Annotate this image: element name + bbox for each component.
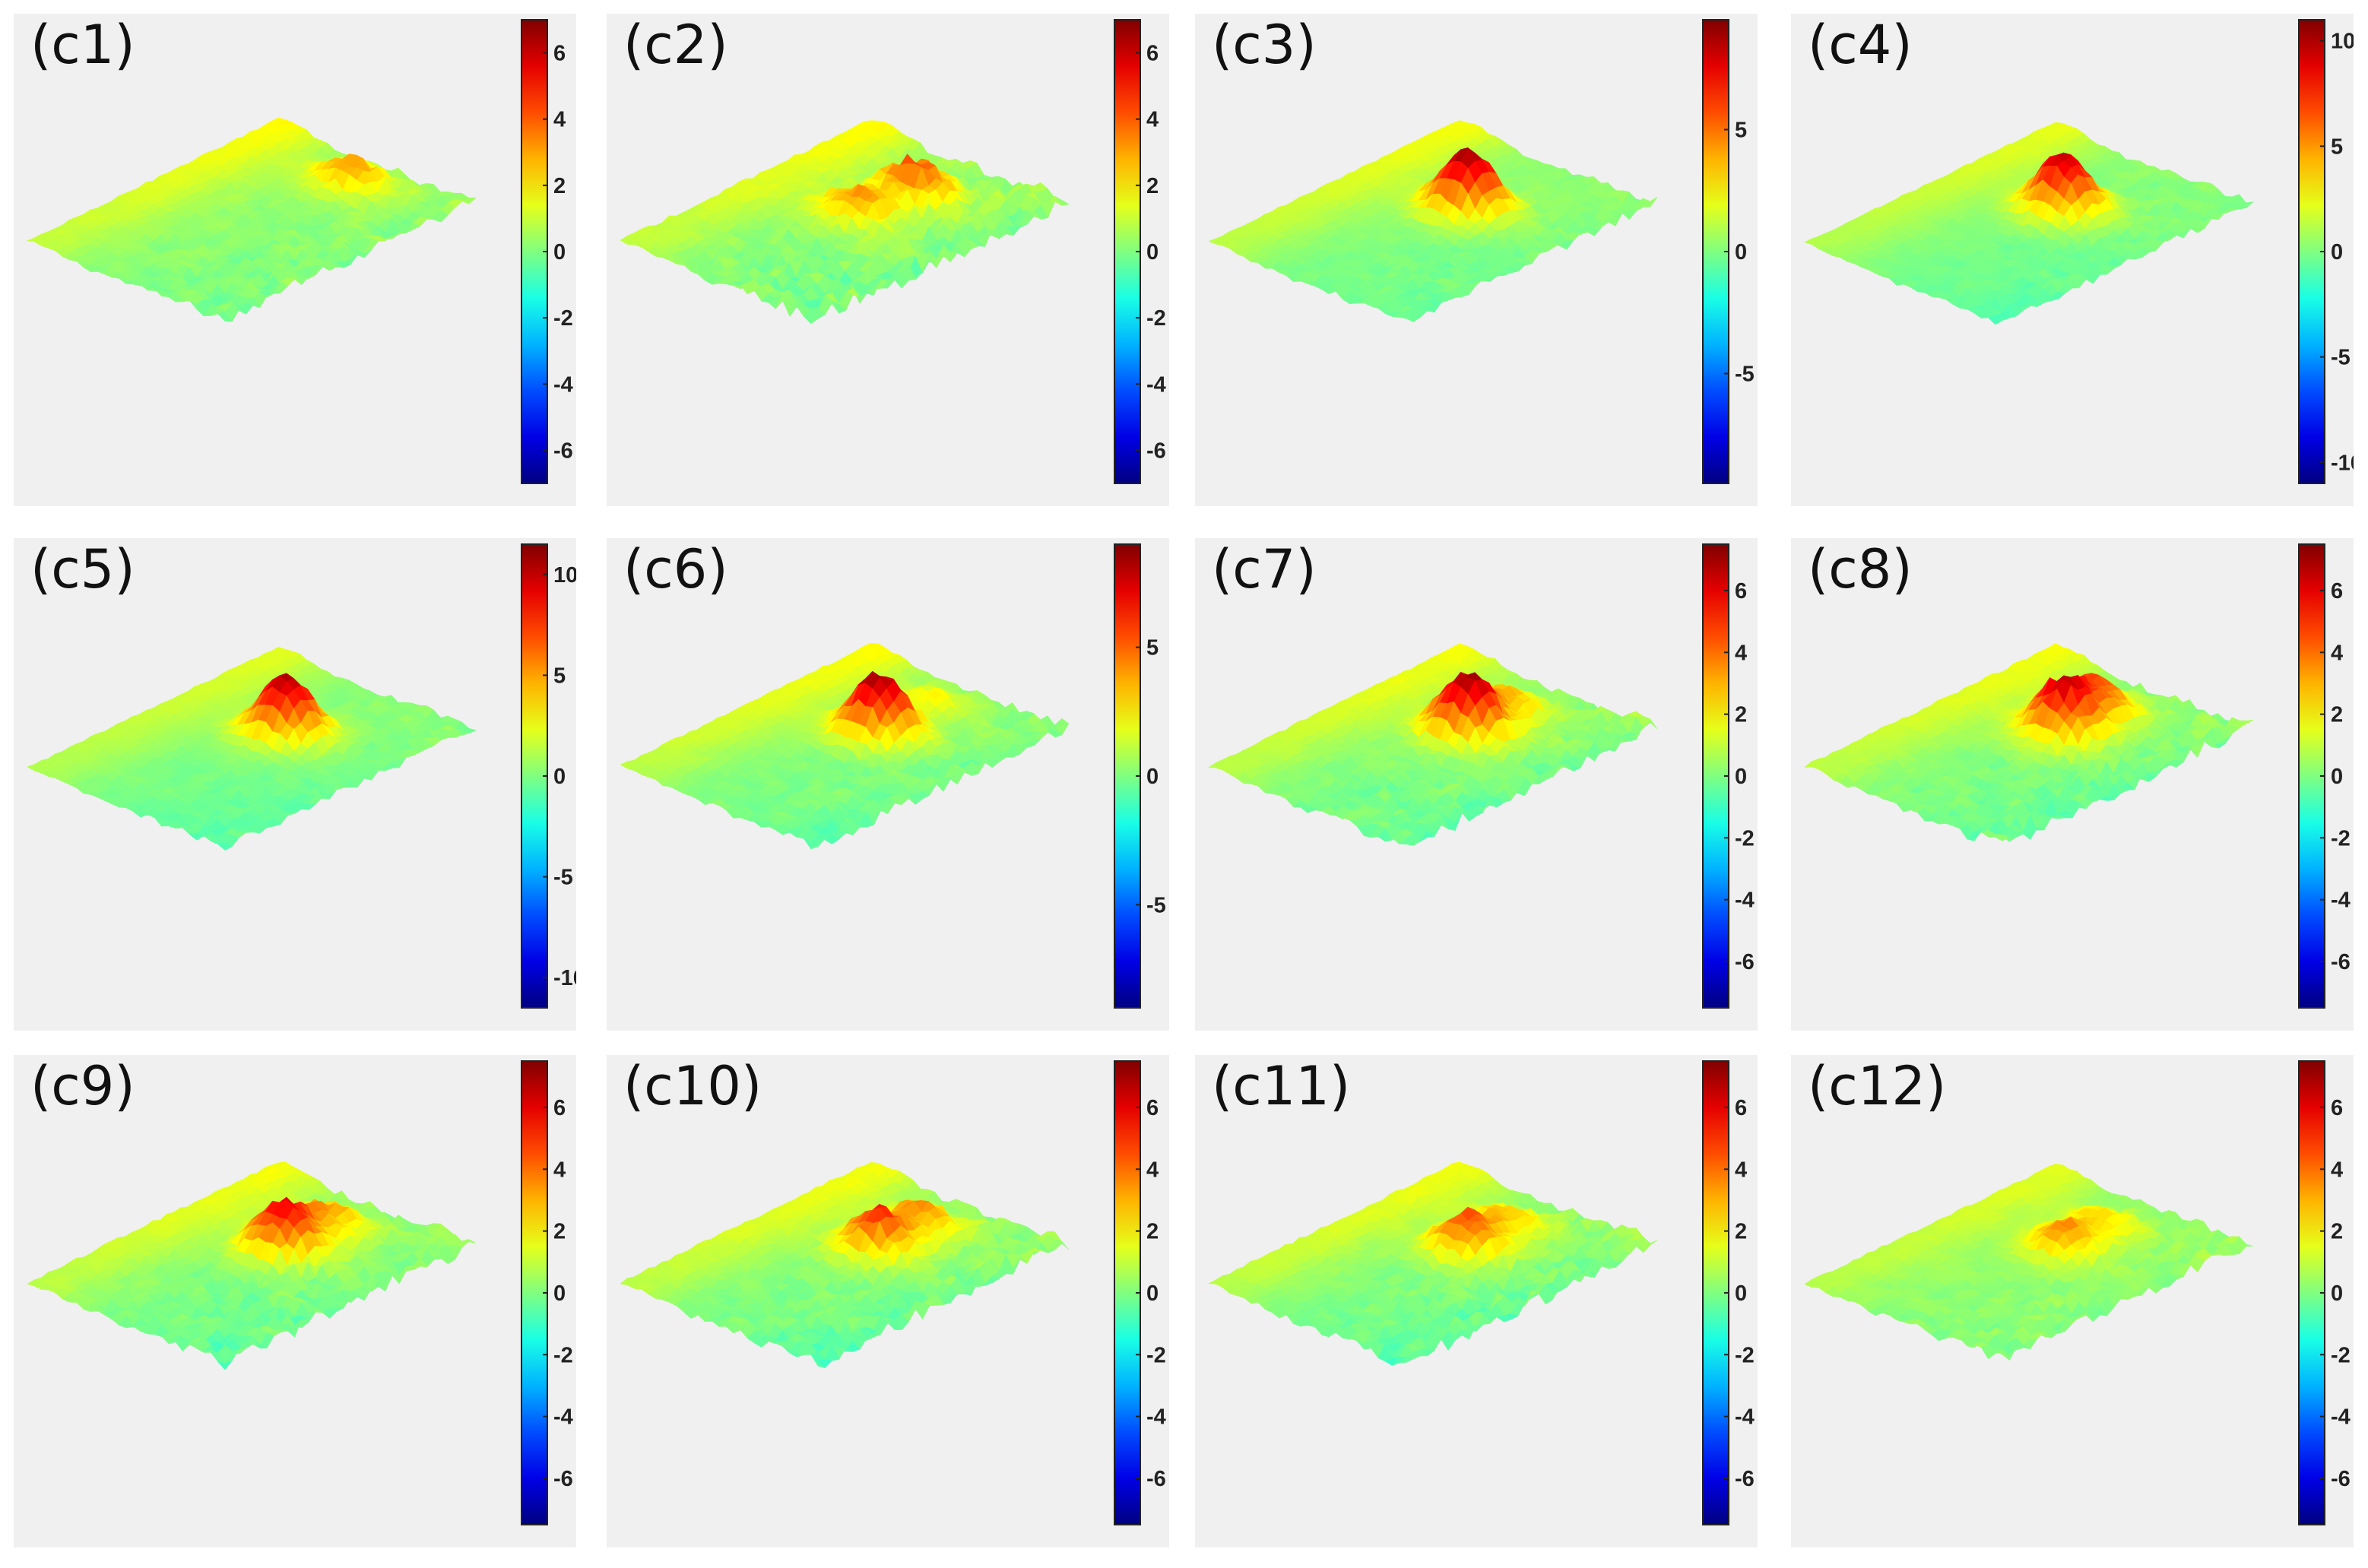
surface-panel: (c4) 10 5 0 -5 -10: [1791, 14, 2354, 506]
colorbar-tick-label: -4: [553, 372, 573, 397]
surface-mesh: [1804, 122, 2254, 325]
colorbar-tick-label: -2: [1146, 306, 1166, 331]
colorbar-tick-label: 4: [553, 108, 566, 132]
panel-label: (c3): [1212, 14, 1317, 76]
panel-label: (c5): [30, 538, 135, 600]
surface-plot: 10 5 0 -5 -10: [1804, 19, 2354, 484]
colorbar-tick-label: 6: [553, 42, 566, 66]
colorbar-tick-label: 5: [1735, 118, 1747, 142]
colorbar-tick-label: -5: [2331, 346, 2351, 370]
colorbar-tick-label: -6: [553, 439, 573, 463]
panel-label: (c4): [1808, 14, 1913, 76]
surface-plot: 5 0 -5: [1208, 19, 1755, 484]
colorbar-tick-label: 10: [2331, 30, 2354, 54]
colorbar-tick-label: 0: [553, 240, 566, 265]
surface-facet: [217, 311, 233, 322]
surface-panel: (c3) 5 0 -5: [1195, 14, 1758, 506]
surface-panel: (c1) 6 4 2 0 -2 -4 -6: [14, 14, 576, 506]
colorbar-tick-label: 0: [1735, 240, 1747, 265]
surface-plot: 6 4 2 0 -2 -4 -6: [26, 19, 573, 484]
colorbar-tick-label: 0: [2331, 240, 2343, 265]
colorbar-tick-label: 2: [1146, 174, 1159, 198]
colorbar-tick-label: -4: [1146, 372, 1166, 397]
colorbar-tick-label: -2: [553, 306, 573, 331]
colorbar-tick-label: 2: [553, 174, 566, 198]
panel-label: (c2): [623, 14, 728, 76]
surface-facet: [810, 307, 826, 325]
surface-facet: [1995, 318, 2010, 325]
panel-label: (c1): [30, 14, 135, 76]
surface-mesh: [26, 117, 477, 322]
colorbar-tick-label: -10: [2331, 451, 2354, 475]
surface-panel: (c2) 6 4 2 0 -2 -4 -6: [607, 14, 1169, 506]
colorbar-tick-label: 4: [1146, 108, 1159, 132]
colorbar-tick-label: -6: [1146, 439, 1166, 463]
colorbar-tick-label: 6: [1146, 42, 1159, 66]
colorbar-tick-label: -5: [1735, 363, 1755, 387]
colorbar-tick-label: 5: [2331, 135, 2343, 159]
colorbar-tick-label: 0: [1146, 240, 1159, 265]
surface-mesh: [1208, 120, 1658, 323]
surface-plot: 6 4 2 0 -2 -4 -6: [620, 19, 1166, 484]
surface-facet: [1399, 309, 1414, 323]
surface-mesh: [27, 647, 477, 851]
surface-mesh: [620, 120, 1070, 325]
